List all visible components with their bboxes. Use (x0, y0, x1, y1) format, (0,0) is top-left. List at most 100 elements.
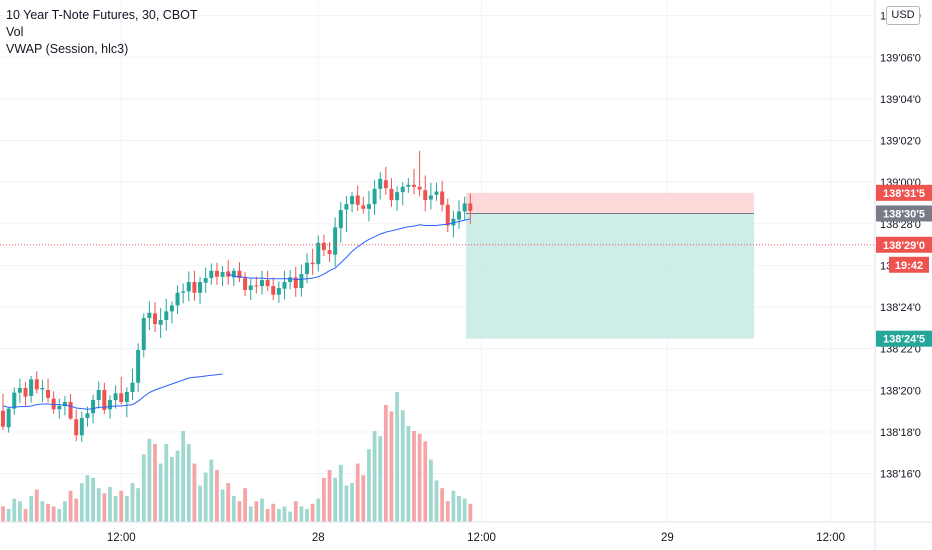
volume-bars (1, 392, 473, 522)
stop-loss-zone[interactable] (466, 192, 754, 214)
volume-bar (124, 496, 129, 522)
volume-bar (271, 503, 276, 522)
candle-body (102, 389, 107, 410)
volume-bar (192, 463, 197, 522)
candle-body (214, 270, 219, 277)
volume-bar (389, 411, 394, 522)
vwap-segment (2, 373, 223, 410)
price-tick-label: 139'04'0 (880, 94, 921, 106)
candle-body (158, 320, 163, 325)
currency-button[interactable]: USD (886, 6, 920, 25)
candle-body (62, 401, 67, 406)
volume-bar (203, 472, 208, 522)
volume-bar (293, 501, 298, 522)
volume-bar (130, 483, 135, 522)
volume-bar (46, 503, 50, 522)
candle-body (74, 419, 79, 436)
volume-bar (406, 425, 411, 522)
volume-bar (254, 501, 259, 522)
time-tick-label: 12:00 (107, 532, 136, 544)
volume-bar (34, 489, 39, 522)
volume-bar (299, 506, 304, 522)
candle-body (338, 210, 343, 229)
volume-bar (119, 490, 124, 522)
price-tick-label: 139'06'0 (880, 52, 921, 64)
candle-body (203, 278, 208, 283)
volume-bar (136, 488, 141, 522)
volume-bar (462, 498, 467, 522)
volume-bar (57, 509, 62, 522)
candle-body (350, 196, 355, 205)
volume-bar (141, 454, 146, 522)
candle-body (23, 387, 28, 397)
chart-legend: 10 Year T-Note Futures, 30, CBOT Vol VWA… (6, 7, 198, 58)
candle-body (220, 272, 225, 277)
bar-countdown-tag: 19:42 (895, 260, 923, 272)
volume-bar (175, 450, 180, 522)
volume-bar (231, 496, 236, 522)
volume-bar (209, 459, 214, 522)
volume-bar (237, 501, 242, 522)
candle-body (226, 271, 231, 277)
candle-body (321, 242, 326, 251)
candle-body (366, 204, 371, 209)
volume-bar (383, 405, 388, 522)
price-candles (1, 150, 473, 442)
candle-body (198, 282, 203, 293)
time-tick-label: 28 (312, 532, 325, 544)
volume-indicator-label[interactable]: Vol (6, 25, 24, 39)
candle-body (361, 205, 366, 209)
candle-body (293, 277, 298, 289)
candle-body (468, 203, 473, 211)
candle-body (417, 186, 422, 190)
volume-bar (310, 503, 315, 522)
volume-bar (288, 511, 293, 522)
volume-bar (6, 509, 11, 522)
symbol-title[interactable]: 10 Year T-Note Futures, 30, CBOT (6, 8, 198, 22)
candle-body (445, 204, 450, 226)
volume-bar (79, 483, 84, 522)
candle-body (400, 186, 405, 193)
last-price-tag-bg (876, 236, 932, 253)
candle-body (141, 318, 146, 351)
candle-body (40, 387, 45, 390)
candle-body (12, 392, 17, 409)
candle-body (34, 379, 39, 390)
candle-body (248, 285, 253, 291)
vwap-indicator-label[interactable]: VWAP (Session, hlc3) (6, 42, 129, 56)
candle-body (68, 401, 73, 419)
candle-body (355, 195, 360, 205)
price-tick-label: 139'02'0 (880, 136, 921, 148)
volume-bar (327, 470, 332, 522)
volume-bar (29, 496, 34, 522)
time-tick-label: 12:00 (816, 532, 845, 544)
long-position-tool[interactable] (466, 192, 754, 339)
volume-bar (220, 489, 225, 522)
candle-body (282, 282, 287, 289)
price-tags: 138'31'5 138'30'5 138'29'0 19:42 138'24'5 (876, 184, 932, 347)
volume-bar (153, 444, 157, 522)
candle-body (79, 417, 84, 436)
candle-body (243, 278, 248, 291)
volume-bar (186, 444, 191, 522)
stop-price-tag-bg (876, 184, 932, 201)
candle-body (124, 391, 129, 402)
volume-bar (91, 477, 95, 522)
candle-body (96, 389, 101, 400)
candle-body (276, 288, 281, 295)
volume-bar (305, 509, 309, 522)
candle-body (181, 291, 186, 293)
candle-body (316, 242, 321, 265)
vwap-segment (228, 218, 471, 280)
candle-body (29, 379, 34, 396)
volume-bar (338, 464, 343, 522)
candle-body (288, 277, 293, 283)
volume-bar (181, 431, 186, 522)
candle-body (271, 286, 276, 295)
price-tick-label: 138'28'0 (880, 219, 921, 231)
target-price-tag-bg (876, 330, 932, 347)
vwap-line (2, 218, 471, 410)
take-profit-zone[interactable] (466, 213, 754, 339)
candle-body (119, 393, 124, 402)
